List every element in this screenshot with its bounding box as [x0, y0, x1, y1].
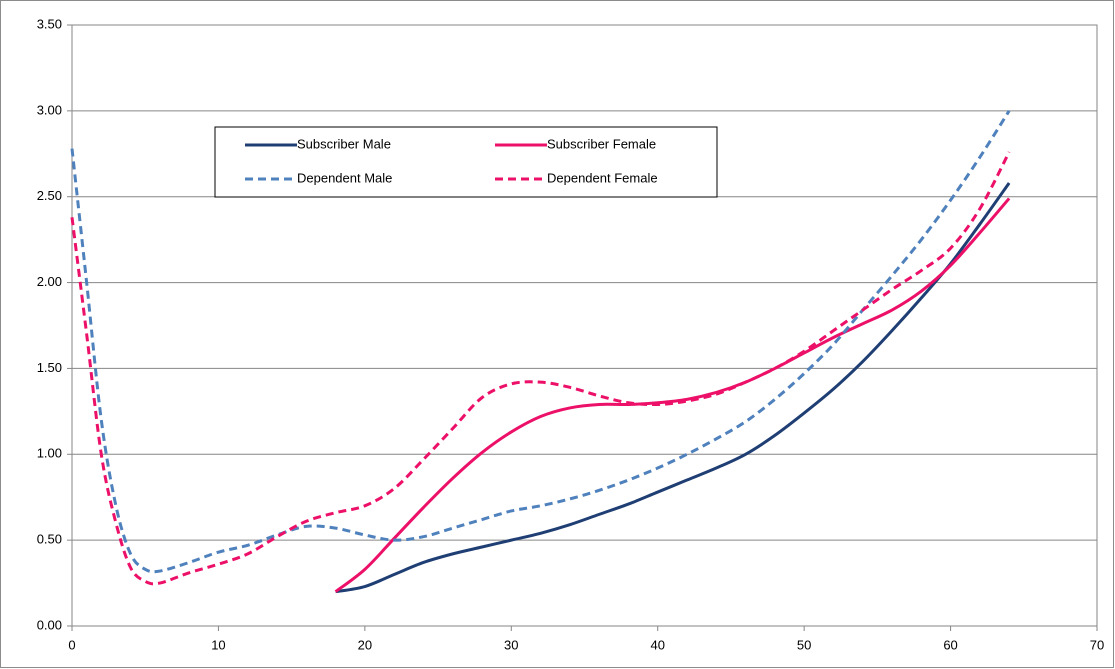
x-tick-label: 60 [943, 637, 957, 652]
plot-border [71, 24, 1098, 627]
y-tick-label: 1.00 [37, 446, 62, 461]
x-tick-label: 0 [68, 637, 75, 652]
series-line [70, 110, 1011, 574]
series-line [70, 151, 1011, 586]
legend-label: Subscriber Male [297, 136, 391, 151]
y-tick-label: 3.50 [37, 16, 62, 31]
series-line [335, 182, 1011, 594]
legend-label: Dependent Female [547, 170, 658, 185]
legend-label: Dependent Male [297, 170, 392, 185]
legend-box [214, 126, 718, 198]
x-tick-label: 50 [797, 637, 811, 652]
legend: Subscriber Male Subscriber Female Dependen… [214, 126, 718, 198]
y-tick-label: 0.50 [37, 532, 62, 547]
y-tick-label: 2.00 [37, 274, 62, 289]
legend-label: Subscriber Female [547, 136, 656, 151]
x-tick-label: 10 [211, 637, 225, 652]
y-tick-label: 0.00 [37, 617, 62, 632]
series-line [334, 197, 1011, 593]
x-tick-label: 20 [358, 637, 372, 652]
y-tick-label: 1.50 [37, 360, 62, 375]
x-tick-label: 70 [1090, 637, 1104, 652]
y-tick-label: 3.00 [37, 102, 62, 117]
x-tick-label: 30 [504, 637, 518, 652]
y-tick-label: 2.50 [37, 188, 62, 203]
x-tick-label: 40 [650, 637, 664, 652]
